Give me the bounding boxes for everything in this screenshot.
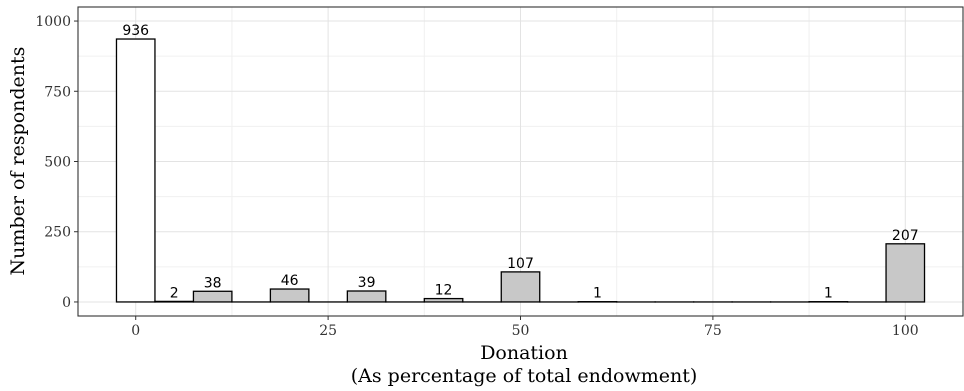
histogram-bar xyxy=(346,290,387,303)
bar-value-label: 107 xyxy=(507,256,534,272)
bar-value-label: 39 xyxy=(358,275,376,291)
y-tick-label: 750 xyxy=(44,84,71,100)
histogram-bar xyxy=(269,288,310,303)
bar-value-label: 2 xyxy=(170,285,179,301)
x-axis-ticks: 0 25 50 75 100 xyxy=(131,316,919,339)
histogram-bar xyxy=(500,271,541,303)
x-tick-label: 50 xyxy=(512,323,530,339)
y-tick-label: 0 xyxy=(62,295,71,311)
bar-value-label: 1 xyxy=(824,286,833,302)
bar-value-label: 1 xyxy=(593,286,602,302)
y-axis-title: Number of respondents xyxy=(7,47,29,276)
y-tick-label: 1000 xyxy=(35,14,71,30)
histogram-bar xyxy=(423,297,464,303)
x-tick-label: 100 xyxy=(892,323,919,339)
y-tick-label: 250 xyxy=(44,225,71,241)
x-axis-title-line2: (As percentage of total endowment) xyxy=(351,365,698,387)
x-axis-title-line1: Donation xyxy=(480,342,568,364)
y-tick-label: 500 xyxy=(44,155,71,171)
x-tick-label: 0 xyxy=(131,323,140,339)
bar-value-label: 936 xyxy=(122,23,149,39)
bars-group xyxy=(115,38,926,303)
bar-value-label: 38 xyxy=(204,275,222,291)
y-axis-ticks: 0 250 500 750 1000 xyxy=(35,14,78,311)
bar-value-label: 12 xyxy=(435,283,453,299)
data-labels-group: 936 2 38 46 39 12 107 1 1 207 xyxy=(122,23,918,302)
histogram-bar xyxy=(885,243,926,303)
x-tick-label: 75 xyxy=(704,323,722,339)
histogram-bar xyxy=(115,38,156,303)
x-tick-label: 25 xyxy=(319,323,337,339)
bar-value-label: 46 xyxy=(281,273,299,289)
histogram-bar xyxy=(192,290,233,303)
histogram-bar xyxy=(154,300,195,303)
bar-value-label: 207 xyxy=(892,228,919,244)
